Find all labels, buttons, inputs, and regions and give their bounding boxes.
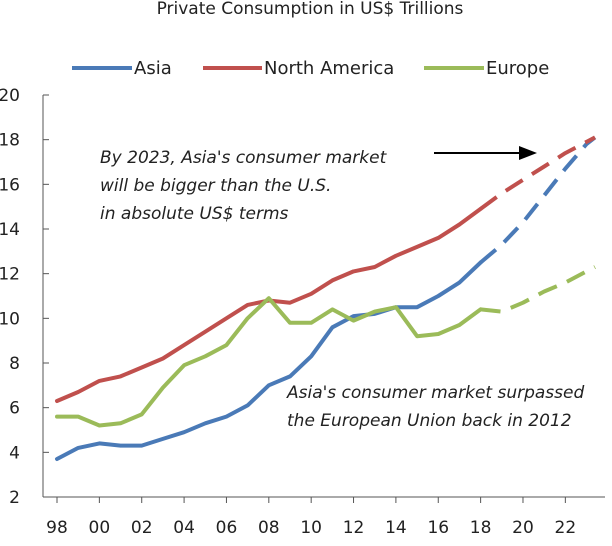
x-ticks: 98 00 02 04 06 08 10 12 14 16 18 20 22 [46,497,576,538]
annotation-asia-bigger-line-2: will be bigger than the U.S. [100,176,331,196]
y-tick-label: 14 [0,220,20,240]
annotation-asia-surpassed-line-1: Asia's consumer market surpassed [286,383,584,403]
legend-label-asia: Asia [134,58,172,79]
y-tick-label: 10 [0,309,20,329]
x-tick-label: 10 [300,518,322,538]
annotation-asia-bigger-line-1: By 2023, Asia's consumer market [100,148,388,168]
annotation-asia-surpassed: Asia's consumer market surpassed the Eur… [286,383,584,431]
x-tick-label: 04 [173,518,195,538]
y-tick-label: 20 [0,86,20,106]
x-axis: 98 00 02 04 06 08 10 12 14 16 18 20 22 [43,496,605,538]
y-tick-label: 8 [9,354,20,374]
y-tick-label: 16 [0,175,20,195]
x-tick-label: 14 [385,518,407,538]
series-projection-asia [479,135,597,265]
y-tick-label: 6 [9,399,20,419]
series-layer [55,135,597,461]
series-line-asia [55,260,483,461]
series-line-europe [55,296,483,428]
x-tick-label: 02 [131,518,153,538]
y-tick-label: 18 [0,131,20,151]
series-line-north-america [55,206,483,403]
y-axis: 2 4 6 8 10 12 14 16 18 20 [0,86,49,508]
legend: Asia North America Europe [72,58,549,79]
x-tick-label: 06 [216,518,238,538]
annotation-asia-surpassed-line-2: the European Union back in 2012 [287,411,572,431]
annotation-asia-bigger-line-3: in absolute US$ terms [100,204,289,224]
x-tick-label: 18 [470,518,492,538]
legend-label-europe: Europe [486,58,549,79]
x-tick-label: 00 [89,518,111,538]
x-tick-label: 20 [512,518,534,538]
annotation-arrow-head [519,146,537,160]
x-tick-label: 22 [555,518,577,538]
y-tick-label: 2 [9,488,20,508]
series-projection-europe [480,265,596,314]
x-tick-label: 12 [343,518,365,538]
annotation-asia-bigger: By 2023, Asia's consumer market will be … [100,146,537,224]
x-tick-label: 08 [258,518,280,538]
legend-label-north-america: North America [264,58,394,79]
x-tick-label: 98 [46,518,68,538]
y-tick-label: 4 [9,443,20,463]
x-tick-label: 16 [427,518,449,538]
y-tick-label: 12 [0,265,20,285]
y-ticks: 2 4 6 8 10 12 14 16 18 20 [0,86,49,508]
series-projection-north-america [479,135,596,211]
chart-title: Private Consumption in US$ Trillions [157,0,464,19]
